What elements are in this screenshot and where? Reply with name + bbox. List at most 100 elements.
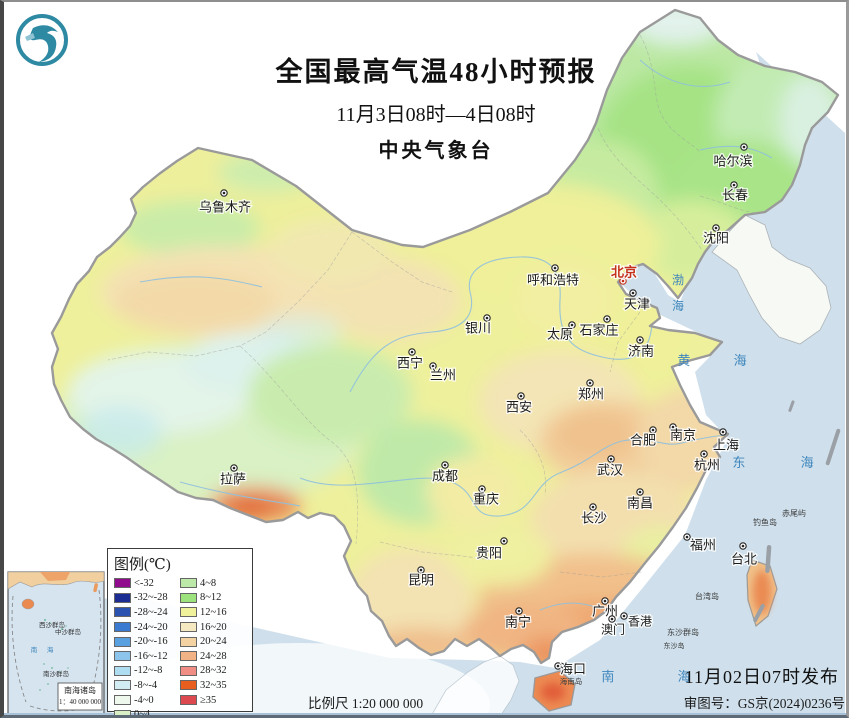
legend-item: -16~-12 bbox=[114, 649, 180, 664]
province-boundaries bbox=[107, 34, 757, 578]
city-label: 成都 bbox=[432, 469, 458, 484]
city-label: 乌鲁木齐 bbox=[199, 200, 251, 215]
legend-label: 12~16 bbox=[200, 606, 227, 618]
legend-label: 0~4 bbox=[134, 709, 151, 718]
island-label: 海南岛 bbox=[560, 676, 583, 686]
city-marker-core bbox=[485, 316, 489, 320]
inset-caption: 南海诸岛 bbox=[64, 685, 96, 695]
city-label: 呼和浩特 bbox=[527, 273, 579, 288]
legend-item: -20~-16 bbox=[114, 634, 180, 649]
island-label: 东沙群岛 bbox=[667, 627, 699, 637]
city-marker-core bbox=[419, 568, 423, 572]
city-marker-core bbox=[603, 599, 607, 603]
legend-item: <-32 bbox=[114, 576, 180, 591]
legend-label: 16~20 bbox=[200, 621, 227, 633]
legend-swatch bbox=[114, 607, 131, 618]
city-marker-core bbox=[609, 457, 613, 461]
city-marker-core bbox=[519, 394, 523, 398]
legend-item: ≥35 bbox=[180, 693, 252, 708]
city-label: 天津 bbox=[624, 297, 650, 312]
approval-number: 审图号：GS京(2024)0236号 bbox=[683, 696, 845, 711]
legend-label: 8~12 bbox=[200, 592, 222, 604]
city-marker-core bbox=[443, 463, 447, 467]
city-marker-core bbox=[671, 425, 675, 429]
legend-label: <-32 bbox=[134, 577, 154, 589]
city-label: 拉萨 bbox=[220, 472, 246, 487]
city-marker-core bbox=[742, 145, 746, 149]
legend-item: 16~20 bbox=[180, 620, 252, 635]
legend-swatch bbox=[114, 622, 131, 633]
legend-item: 12~16 bbox=[180, 605, 252, 620]
legend-label: 4~8 bbox=[200, 577, 217, 589]
gray-islands bbox=[753, 400, 841, 623]
city-marker-core bbox=[502, 539, 506, 543]
city-label: 上海 bbox=[713, 438, 739, 453]
city-marker-core bbox=[702, 452, 706, 456]
city-label: 南京 bbox=[670, 428, 696, 443]
sea-label: 东 海 bbox=[732, 455, 839, 470]
map-scale: 比例尺 1:20 000 000 bbox=[308, 696, 424, 711]
legend-swatch bbox=[114, 592, 131, 603]
legend-item: 20~24 bbox=[180, 634, 252, 649]
city-label: 银川 bbox=[465, 321, 491, 336]
city-label: 郑州 bbox=[578, 387, 604, 402]
city-marker-core bbox=[610, 617, 614, 621]
legend-swatch bbox=[180, 695, 197, 706]
inset-scale: 1：40 000 000 bbox=[59, 698, 101, 706]
city-marker-core bbox=[622, 614, 626, 618]
legend-label: -4~0 bbox=[134, 694, 154, 706]
legend-label: ≥35 bbox=[200, 694, 217, 706]
city-label: 西安 bbox=[506, 400, 532, 415]
legend-item: 8~12 bbox=[180, 591, 252, 606]
city-label: 北京 bbox=[611, 265, 637, 280]
city-marker-core bbox=[605, 317, 609, 321]
legend-label: 24~28 bbox=[200, 650, 227, 662]
inset-label: 中沙群岛 bbox=[55, 627, 81, 636]
city-marker-core bbox=[570, 323, 574, 327]
legend-label: -28~-24 bbox=[134, 606, 168, 618]
city-marker-core bbox=[685, 535, 689, 539]
city-label: 西宁 bbox=[397, 356, 423, 371]
city-marker-core bbox=[553, 266, 557, 270]
legend-label: 32~35 bbox=[200, 679, 227, 691]
national-boundary bbox=[50, 8, 840, 665]
legend: 图例(℃) <-32 -32~-28 -28~-24 -24~-20 -20~-16 -1… bbox=[107, 548, 253, 718]
legend-swatch bbox=[114, 695, 131, 706]
city-label: 澳门 bbox=[601, 622, 625, 637]
city-marker-core bbox=[222, 191, 226, 195]
city-label: 南宁 bbox=[505, 615, 531, 630]
island-label: 东沙岛 bbox=[664, 641, 685, 650]
cma-dragon-logo bbox=[16, 14, 68, 66]
city-label: 昆明 bbox=[408, 573, 434, 588]
city-label: 南昌 bbox=[627, 496, 653, 511]
rivers bbox=[139, 59, 773, 611]
legend-item: -32~-28 bbox=[114, 591, 180, 606]
sea-label: 海 bbox=[672, 298, 684, 313]
forecast-date-range: 11月3日08时—4日08时 bbox=[336, 104, 536, 126]
island-label: 台湾岛 bbox=[695, 591, 719, 601]
legend-swatch bbox=[114, 651, 131, 662]
temperature-field bbox=[55, 10, 838, 663]
korea-peninsula bbox=[711, 214, 832, 345]
legend-swatch bbox=[180, 680, 197, 691]
legend-swatch bbox=[180, 636, 197, 647]
city-marker-core bbox=[714, 226, 718, 230]
city-label: 合肥 bbox=[630, 433, 656, 448]
city-marker-core bbox=[638, 490, 642, 494]
legend-label: -8~-4 bbox=[134, 679, 158, 691]
legend-item: -8~-4 bbox=[114, 678, 180, 693]
legend-item: -4~0 bbox=[114, 693, 180, 708]
ghost-land-vietnam bbox=[429, 655, 520, 718]
legend-item: -24~-20 bbox=[114, 620, 180, 635]
legend-swatch bbox=[180, 607, 197, 618]
legend-swatch bbox=[180, 651, 197, 662]
inset-label: 西沙群岛 bbox=[39, 620, 65, 629]
city-marker-core bbox=[517, 609, 521, 613]
city-marker-core bbox=[232, 466, 236, 470]
legend-item: 28~32 bbox=[180, 664, 252, 679]
city-label: 杭州 bbox=[694, 458, 720, 473]
agency-name: 中央气象台 bbox=[378, 140, 494, 162]
legend-swatch bbox=[114, 709, 131, 718]
legend-swatch bbox=[180, 592, 197, 603]
